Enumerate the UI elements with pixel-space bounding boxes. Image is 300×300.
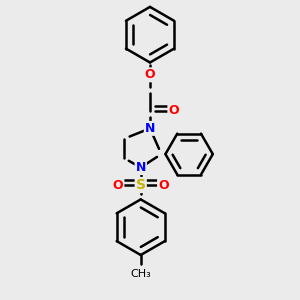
Text: S: S	[136, 178, 146, 192]
Text: O: O	[113, 178, 123, 191]
Text: O: O	[145, 68, 155, 81]
Text: O: O	[168, 104, 179, 117]
Text: CH₃: CH₃	[130, 269, 151, 279]
Text: O: O	[158, 178, 169, 191]
Text: N: N	[145, 122, 155, 135]
Text: N: N	[136, 161, 146, 174]
